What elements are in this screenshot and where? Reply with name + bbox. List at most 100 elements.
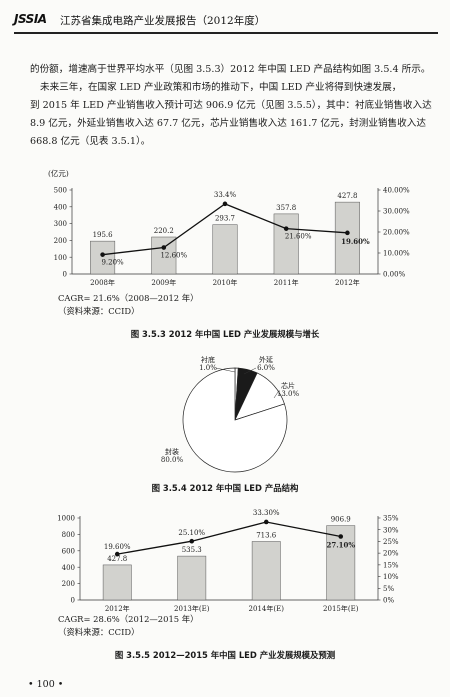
pie-value-epitaxy: 6.0% — [257, 364, 275, 372]
fig3-y-tick-label: 200 — [62, 580, 75, 588]
fig3-y2-tick-label: 35% — [383, 515, 399, 523]
fig3-growth-point — [338, 534, 344, 539]
fig1-unit-label: (亿元) — [48, 168, 69, 178]
pie-value-chip: 13.0% — [277, 390, 300, 398]
pie-value-packaging: 80.0% — [161, 456, 184, 464]
fig1-y-tick-label: 500 — [54, 187, 67, 195]
header-rule — [14, 32, 438, 34]
fig3-bar-value-label: 535.3 — [182, 546, 202, 554]
fig1-y2-tick-label: 0.00% — [383, 271, 406, 279]
fig3-bar — [251, 541, 281, 601]
fig3-y2-tick-label: 20% — [383, 550, 399, 558]
fig3-y2-tick-label: 5% — [383, 585, 394, 593]
fig1-caption: 图 3.5.3 2012 年中国 LED 产业发展规模与增长 — [130, 329, 320, 339]
fig3-y-tick-label: 400 — [62, 564, 75, 572]
fig1-bar-value-label: 357.8 — [276, 204, 296, 212]
fig3-source-note: （资料来源：CCID） — [58, 627, 140, 637]
pie-leader-epitaxy — [243, 367, 257, 375]
fig3-growth-point — [114, 551, 120, 557]
fig3-bar-value-label: 427.8 — [107, 555, 127, 563]
led-scale-growth-chart: (亿元) 0 100 200 300 400 500 0.00% 10.00% 20.00% 30.… — [48, 168, 410, 287]
pie-slice-packaging — [182, 367, 288, 473]
fig3-bar-value-label: 713.6 — [256, 531, 277, 539]
fig1-y2-tick-label: 20.00% — [383, 229, 410, 237]
fig3-bar — [102, 564, 132, 601]
fig1-y2-tick-label: 30.00% — [383, 208, 410, 216]
body-line-5: 668.8 亿元（见表 3.5.1）。 — [30, 136, 151, 147]
fig1-growth-point — [161, 245, 167, 250]
fig1-x-tick-label: 2011年 — [274, 278, 299, 287]
fig1-bar-value-label: 293.7 — [215, 215, 235, 223]
fig1-y-tick-label: 400 — [54, 203, 67, 211]
pie-label-substrate: 衬底 — [201, 355, 215, 364]
fig3-bar-value-label: 906.9 — [331, 516, 351, 524]
pie-value-substrate: 1.0% — [199, 364, 217, 372]
fig1-bar — [212, 224, 238, 275]
fig1-growth-point — [100, 252, 105, 257]
fig3-caption: 图 3.5.5 2012—2015 年中国 LED 产业发展规模及预测 — [114, 650, 336, 660]
fig1-bar — [334, 201, 360, 275]
body-line-3: 到 2015 年 LED 产业销售收入预计可达 906.9 亿元（见图 3.5.… — [30, 100, 432, 111]
fig3-growth-point — [189, 538, 195, 544]
fig1-growth-point — [283, 226, 289, 231]
body-line-2: 未来三年，在国家 LED 产业政策和市场的推动下，中国 LED 产业将得到快速发… — [40, 82, 402, 93]
fig1-y2-tick-label: 40.00% — [383, 187, 410, 195]
fig3-growth-label: 19.60% — [104, 543, 131, 551]
fig2-caption: 图 3.5.4 2012 年中国 LED 产品结构 — [151, 483, 299, 493]
fig1-bar — [90, 240, 116, 275]
fig1-bar-value-label: 220.2 — [154, 227, 174, 235]
running-header: JSSIA 江苏省集成电路产业发展报告（2012年度） — [14, 12, 438, 34]
fig1-y2-tick-label: 10.00% — [383, 250, 410, 258]
fig1-x-tick-label: 2012年 — [335, 278, 360, 287]
fig3-y-tick-label: 600 — [62, 547, 75, 555]
fig3-x-tick-label: 2015年(E) — [323, 604, 359, 613]
fig1-y-tick-label: 300 — [54, 220, 67, 228]
fig3-x-tick-label: 2012年 — [105, 604, 130, 613]
fig3-growth-line — [117, 521, 341, 555]
fig1-bar-value-label: 427.8 — [337, 192, 357, 200]
fig3-y2-tick-label: 15% — [383, 561, 399, 569]
fig3-y-tick-label: 0 — [71, 597, 75, 605]
fig1-y-tick-label: 200 — [54, 237, 67, 245]
fig3-y2-tick-label: 25% — [383, 538, 399, 546]
fig1-x-tick-label: 2010年 — [213, 278, 238, 287]
fig1-growth-label: 12.60% — [160, 252, 187, 260]
fig1-growth-label: 33.4% — [214, 191, 237, 199]
fig1-growth-point — [345, 230, 350, 236]
fig1-growth-label: 9.20% — [101, 259, 124, 267]
running-header-title: 江苏省集成电路产业发展报告（2012年度） — [60, 15, 266, 27]
fig3-cagr-note: CAGR= 28.6%（2012—2015 年） — [58, 614, 199, 624]
fig1-y-tick-label: 0 — [63, 271, 67, 279]
pie-leader-substrate — [215, 367, 236, 373]
fig3-bar — [177, 555, 207, 601]
fig1-growth-label: 19.60% — [341, 237, 370, 246]
publisher-logo: JSSIA — [14, 12, 47, 26]
body-line-1: 的份额，增速高于世界平均水平（见图 3.5.3）2012 年中国 LED 产品结… — [30, 64, 431, 75]
fig1-growth-point — [222, 201, 228, 207]
fig1-source-note: （资料来源：CCID） — [58, 306, 140, 316]
fig3-y-tick-label: 800 — [62, 531, 75, 539]
pie-label-packaging: 封装 — [165, 447, 179, 456]
fig3-y2-tick-label: 10% — [383, 573, 399, 581]
fig3-x-tick-label: 2013年(E) — [174, 604, 210, 613]
fig1-growth-label: 21.60% — [285, 233, 312, 241]
pie-leader-chip — [273, 391, 279, 399]
body-line-4: 8.9 亿元，外延业销售收入达 67.7 亿元，芯片业销售收入达 161.7 亿… — [30, 118, 426, 129]
fig1-x-tick-label: 2009年 — [151, 278, 176, 287]
pie-label-chip: 芯片 — [281, 381, 295, 390]
fig3-y-tick-label: 1000 — [57, 515, 75, 523]
fig1-bar — [273, 213, 299, 275]
fig3-growth-point — [263, 519, 269, 525]
fig3-growth-label: 25.10% — [178, 529, 205, 537]
fig1-bar-value-label: 195.6 — [93, 231, 114, 239]
fig3-y2-tick-label: 0% — [383, 597, 394, 605]
fig3-y2-tick-label: 30% — [383, 526, 399, 534]
fig3-x-tick-label: 2014年(E) — [249, 604, 285, 613]
fig1-y-tick-label: 100 — [54, 254, 67, 262]
fig1-x-tick-label: 2008年 — [90, 278, 115, 287]
fig1-bar — [151, 236, 177, 275]
page-number: • 100 • — [28, 679, 64, 690]
pie-label-epitaxy: 外延 — [259, 355, 273, 364]
